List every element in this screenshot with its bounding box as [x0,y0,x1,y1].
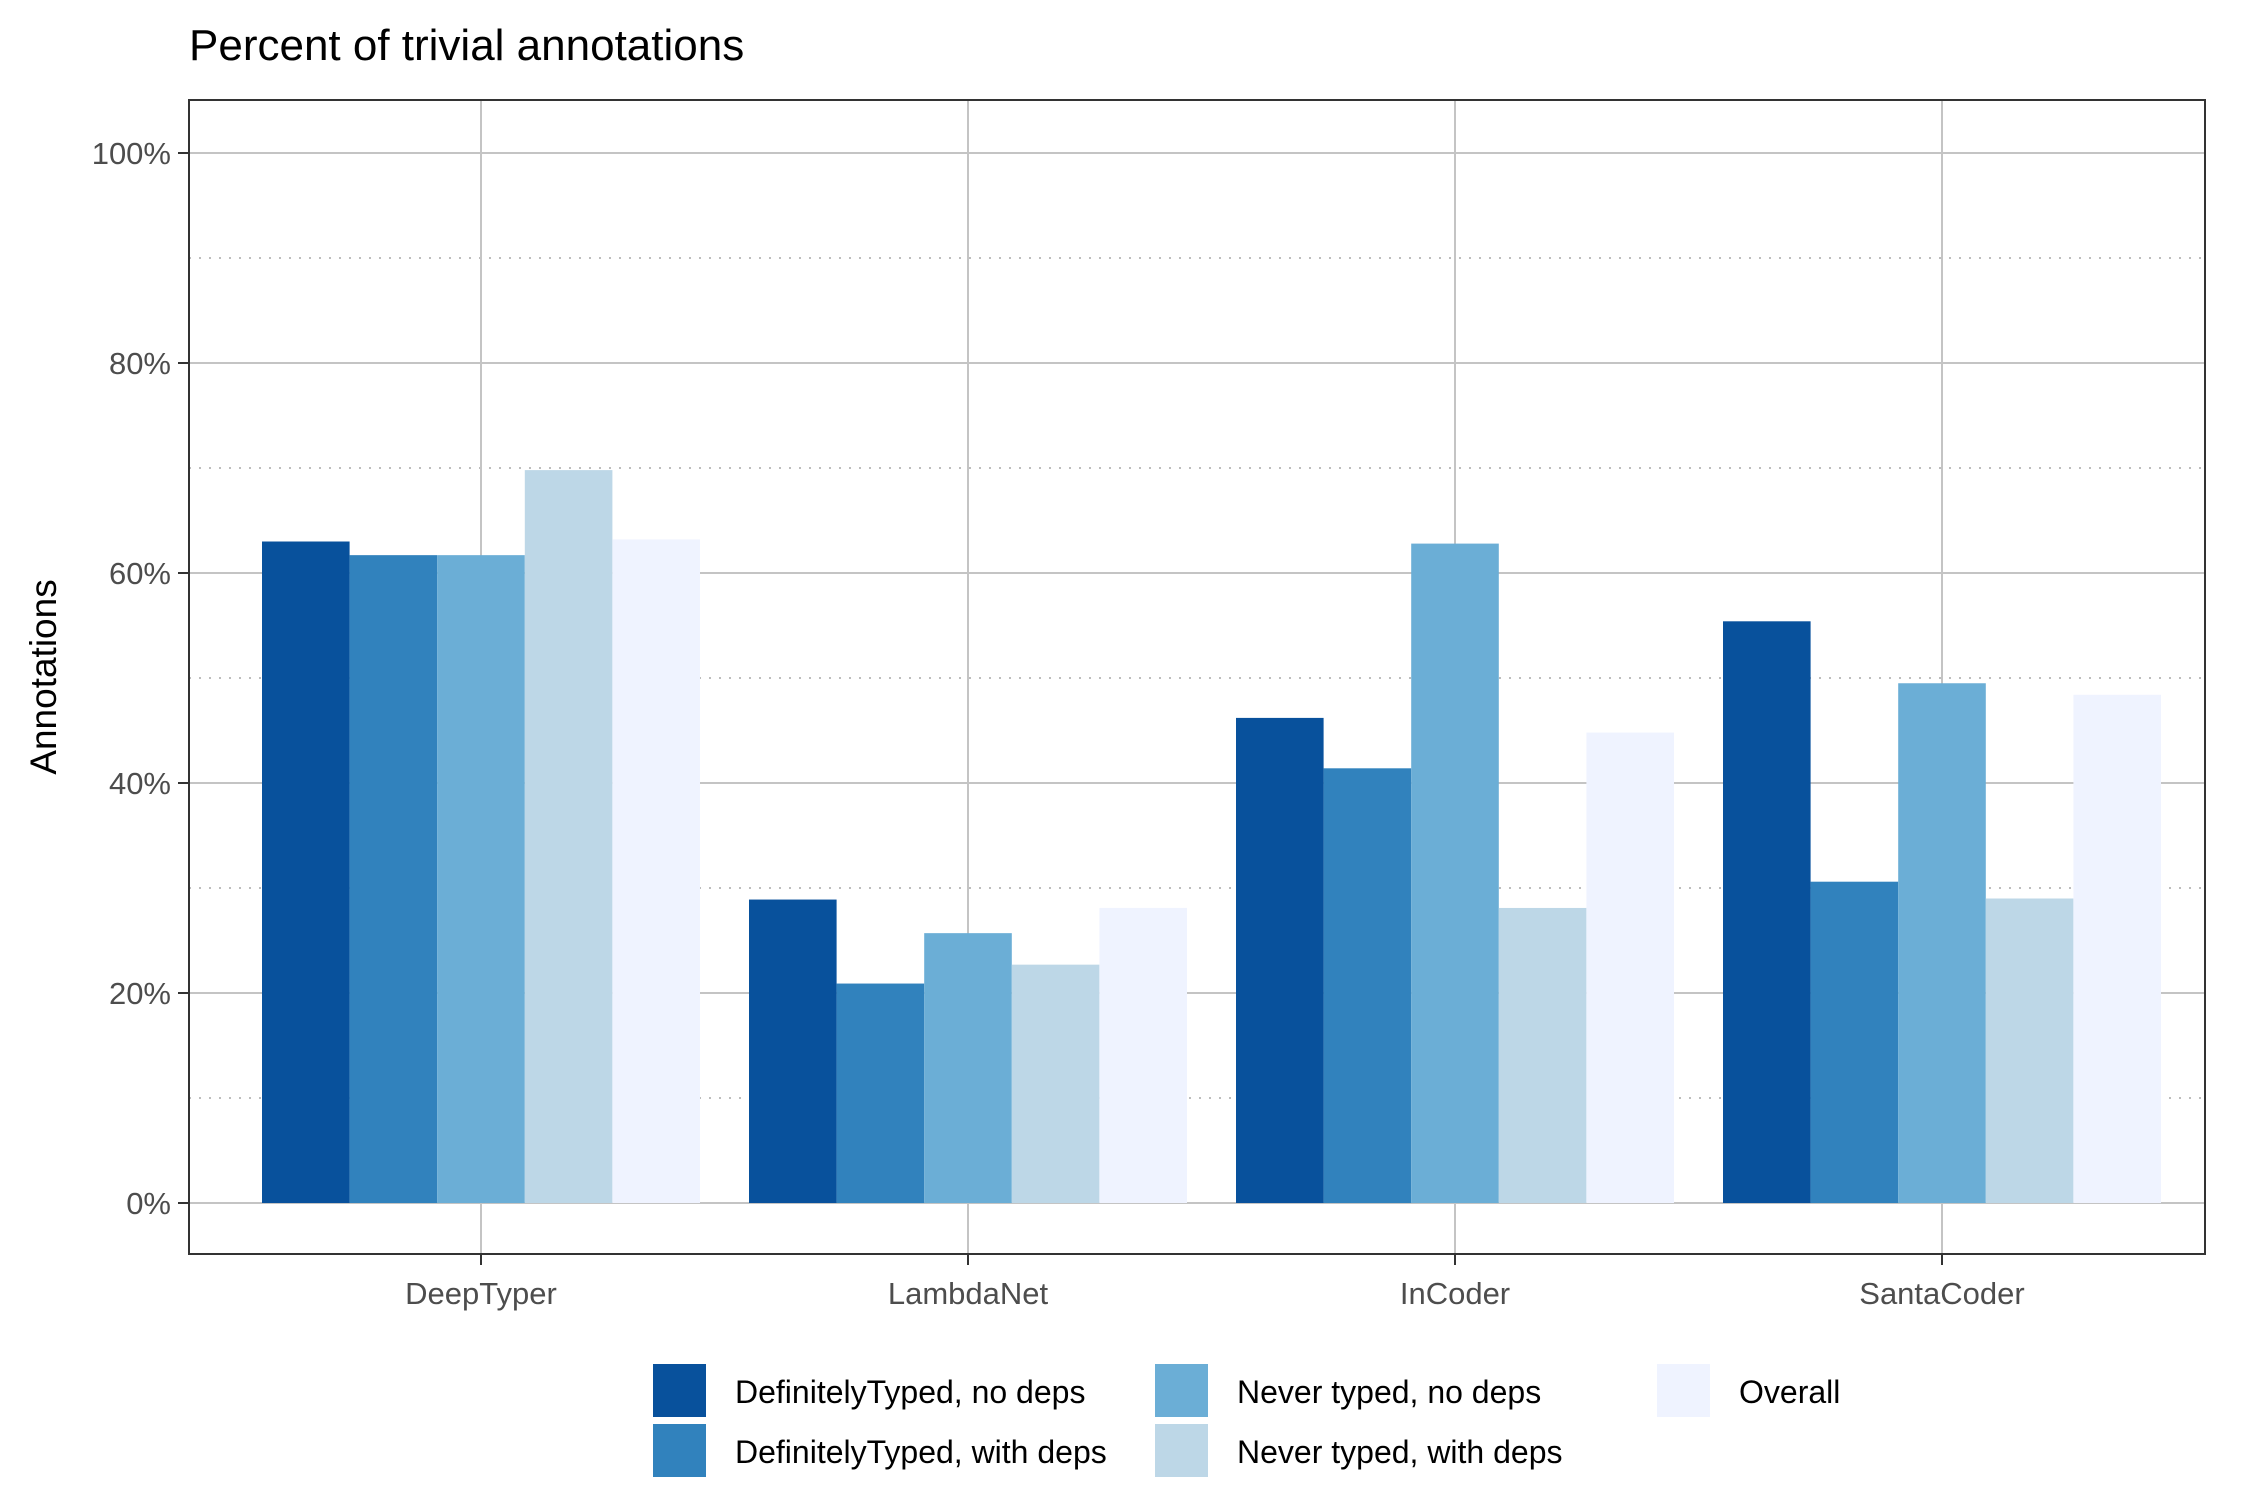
bar [1810,881,1899,1203]
legend-key [1657,1364,1710,1417]
y-axis-title: Annotations [23,579,64,774]
x-tick-label: DeepTyper [405,1276,557,1311]
bar [1586,732,1674,1203]
x-tick-label: SantaCoder [1859,1276,2024,1311]
bar [1011,964,1100,1203]
y-tick-label: 100% [92,136,171,171]
bar [1498,907,1587,1203]
chart-title: Percent of trivial annotations [189,21,744,70]
legend-label: Never typed, with deps [1237,1434,1563,1470]
legend-label: Never typed, no deps [1237,1374,1541,1410]
y-tick-label: 80% [109,346,171,381]
bar [437,555,525,1203]
legend-label: DefinitelyTyped, with deps [735,1434,1107,1470]
y-tick-label: 40% [109,766,171,801]
legend: DefinitelyTyped, no deps DefinitelyTyped,… [653,1364,1840,1477]
bar [924,933,1012,1203]
bar [1236,717,1324,1203]
bar [1898,683,1986,1203]
plot-panel-border [188,99,2206,1255]
bar [1323,768,1412,1203]
axes: 0% 20% 40% 60% 80% 100% DeepTyper LambdaNet InCo… [92,136,2025,1311]
bar [612,539,700,1203]
x-tick-label: LambdaNet [888,1276,1049,1311]
bar [836,983,925,1203]
bar [1411,543,1499,1203]
bar [1099,907,1187,1203]
y-tick-label: 0% [126,1186,171,1221]
legend-key [1155,1424,1208,1477]
legend-key [1155,1364,1208,1417]
bar [524,470,613,1204]
bar [349,555,438,1203]
legend-key [653,1364,706,1417]
bar [1723,621,1811,1203]
legend-key [653,1424,706,1477]
y-tick-label: 60% [109,556,171,591]
bar [2073,694,2161,1203]
bar [262,541,350,1203]
legend-label: DefinitelyTyped, no deps [735,1374,1085,1410]
bar [749,899,837,1203]
bars [262,470,2161,1204]
y-tick-label: 20% [109,976,171,1011]
bar [1985,898,2074,1203]
x-tick-label: InCoder [1400,1276,1510,1311]
legend-label: Overall [1739,1374,1840,1410]
